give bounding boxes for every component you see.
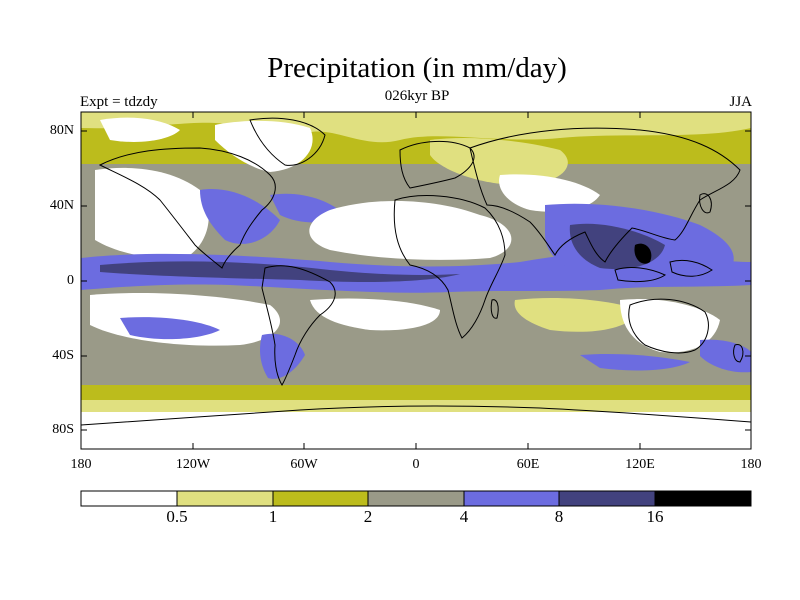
season-label: JJA [729, 94, 752, 110]
lon-tick-label: 180 [70, 457, 92, 472]
lon-tick-label: 180 [740, 457, 762, 472]
colorbar-label: 0.5 [166, 507, 188, 526]
lon-tick-label: 120W [175, 457, 211, 472]
lat-tick-label: 0 [67, 273, 74, 288]
colorbar [80, 490, 752, 507]
colorbar-swatch [367, 490, 465, 507]
experiment-label: Expt = tdzdy [80, 94, 158, 110]
lon-tick-label: 60W [290, 457, 318, 472]
colorbar-label: 4 [459, 507, 469, 526]
colorbar-swatch [272, 490, 369, 507]
lat-tick-label: 80N [49, 123, 74, 138]
colorbar-swatch [654, 490, 752, 507]
colorbar-swatch [558, 490, 656, 507]
lon-tick-label: 0 [412, 457, 420, 472]
colorbar-swatch [176, 490, 274, 507]
precipitation-field [81, 112, 751, 449]
chart-title: Precipitation (in mm/day) [267, 52, 567, 84]
lat-tick-label: 40S [52, 348, 74, 363]
axis-ticks [80, 112, 752, 449]
chart-subtitle: 026kyr BP [384, 88, 450, 104]
colorbar-label: 16 [646, 507, 664, 526]
coastlines [81, 117, 751, 426]
lat-tick-label: 40N [49, 198, 74, 213]
colorbar-label: 1 [268, 507, 278, 526]
colorbar-label: 2 [363, 507, 373, 526]
lon-tick-label: 60E [516, 457, 540, 472]
colorbar-label: 8 [554, 507, 564, 526]
colorbar-swatch [80, 490, 178, 507]
colorbar-swatch [463, 490, 560, 507]
lon-tick-label: 120E [625, 457, 655, 472]
lat-tick-label: 80S [52, 422, 74, 437]
